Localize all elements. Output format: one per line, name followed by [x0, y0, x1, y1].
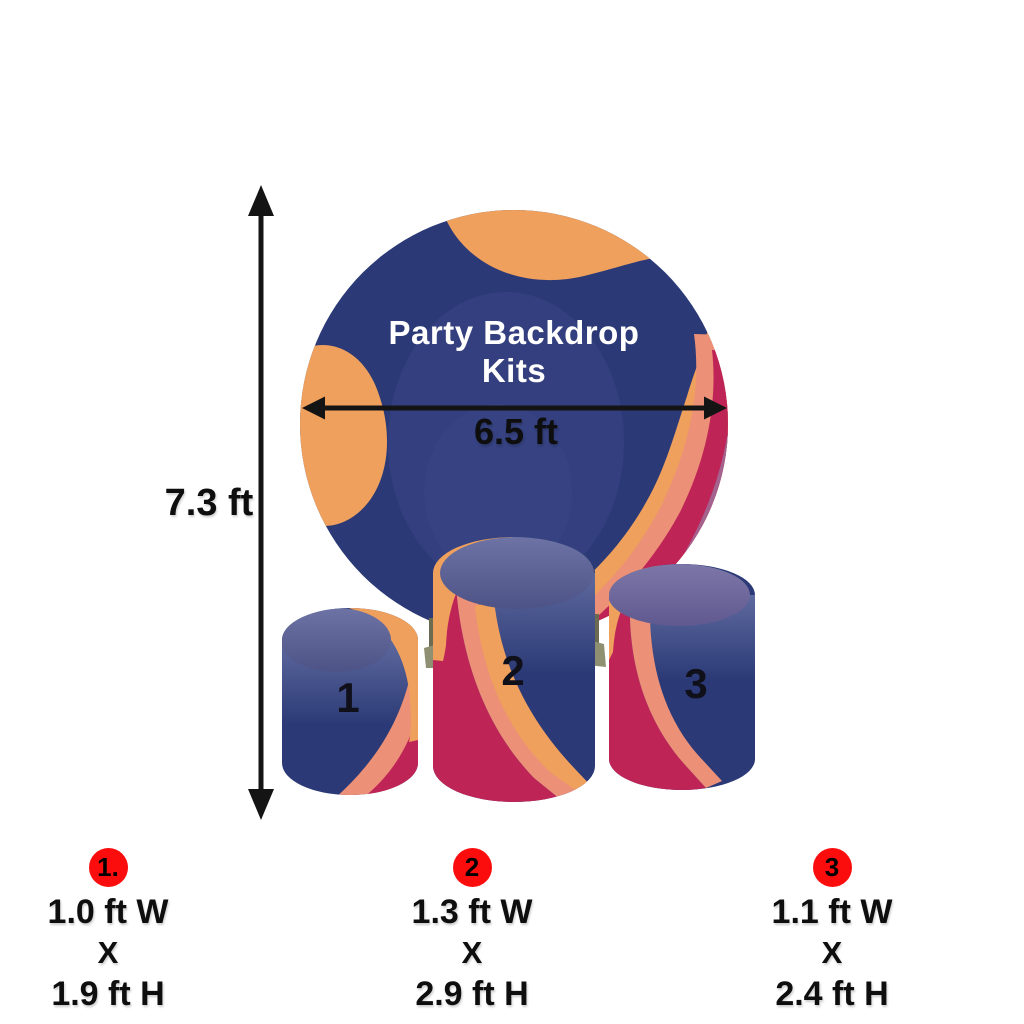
spec-column-3: 3 1.1 ft W X 2.4 ft H	[702, 848, 962, 1014]
spec-1-badge: 1.	[88, 848, 128, 887]
backdrop-title-line1: Party Backdrop	[388, 314, 640, 351]
spec-2-height: 2.9 ft H	[415, 975, 529, 1013]
spec-2-separator: X	[461, 935, 483, 970]
pedestal-2	[433, 537, 595, 802]
backdrop-title-line2: Kits	[481, 352, 547, 389]
spec-3-height: 2.4 ft H	[775, 975, 889, 1013]
spec-2-width: 1.3 ft W	[411, 893, 533, 931]
pedestal-3-number: 3	[684, 660, 708, 707]
spec-1-separator: X	[97, 935, 119, 970]
spec-1-width: 1.0 ft W	[47, 893, 169, 931]
spec-3-separator: X	[821, 935, 843, 970]
spec-column-2: 2 1.3 ft W X 2.9 ft H	[342, 848, 602, 1014]
pedestal-1-number: 1	[336, 674, 360, 721]
pedestal-3	[609, 564, 755, 790]
spec-3-width: 1.1 ft W	[771, 893, 893, 931]
height-arrow	[248, 185, 274, 820]
spec-column-1: 1. 1.0 ft W X 1.9 ft H	[0, 848, 238, 1014]
spec-1-height: 1.9 ft H	[51, 975, 165, 1013]
backdrop-title: Party Backdrop Kits	[389, 314, 640, 390]
diameter-label: 6.5 ft	[473, 411, 559, 452]
pedestal-2-number: 2	[501, 647, 525, 694]
pedestal-1	[282, 608, 418, 795]
height-label: 7.3 ft	[164, 482, 254, 524]
width-arrow	[302, 396, 727, 420]
spec-2-badge: 2	[452, 848, 492, 887]
spec-3-badge: 3	[812, 848, 852, 887]
